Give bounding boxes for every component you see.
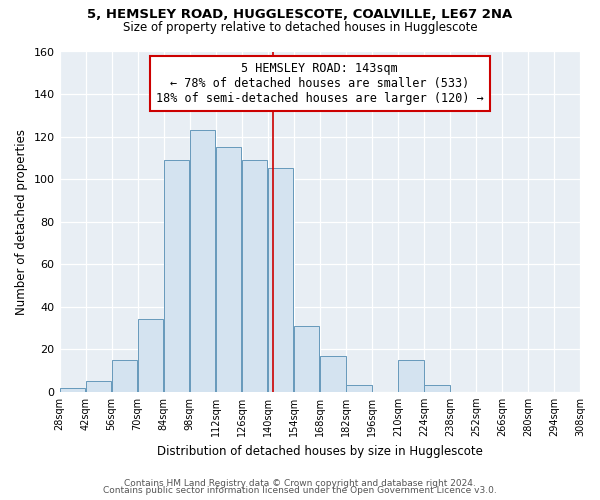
Bar [164, 160, 190, 392]
Bar [424, 386, 449, 392]
Text: 5 HEMSLEY ROAD: 143sqm
← 78% of detached houses are smaller (533)
18% of semi-de: 5 HEMSLEY ROAD: 143sqm ← 78% of detached… [156, 62, 484, 104]
Text: Contains HM Land Registry data © Crown copyright and database right 2024.: Contains HM Land Registry data © Crown c… [124, 478, 476, 488]
Bar [320, 356, 346, 392]
X-axis label: Distribution of detached houses by size in Hugglescote: Distribution of detached houses by size … [157, 444, 483, 458]
Text: 5, HEMSLEY ROAD, HUGGLESCOTE, COALVILLE, LE67 2NA: 5, HEMSLEY ROAD, HUGGLESCOTE, COALVILLE,… [88, 8, 512, 20]
Y-axis label: Number of detached properties: Number of detached properties [15, 128, 28, 314]
Bar [112, 360, 137, 392]
Bar [190, 130, 215, 392]
Text: Size of property relative to detached houses in Hugglescote: Size of property relative to detached ho… [122, 21, 478, 34]
Bar [242, 160, 268, 392]
Bar [346, 386, 371, 392]
Bar [138, 320, 163, 392]
Bar [60, 388, 85, 392]
Bar [86, 381, 112, 392]
Bar [294, 326, 319, 392]
Text: Contains public sector information licensed under the Open Government Licence v3: Contains public sector information licen… [103, 486, 497, 495]
Bar [216, 147, 241, 392]
Bar [268, 168, 293, 392]
Bar [398, 360, 424, 392]
